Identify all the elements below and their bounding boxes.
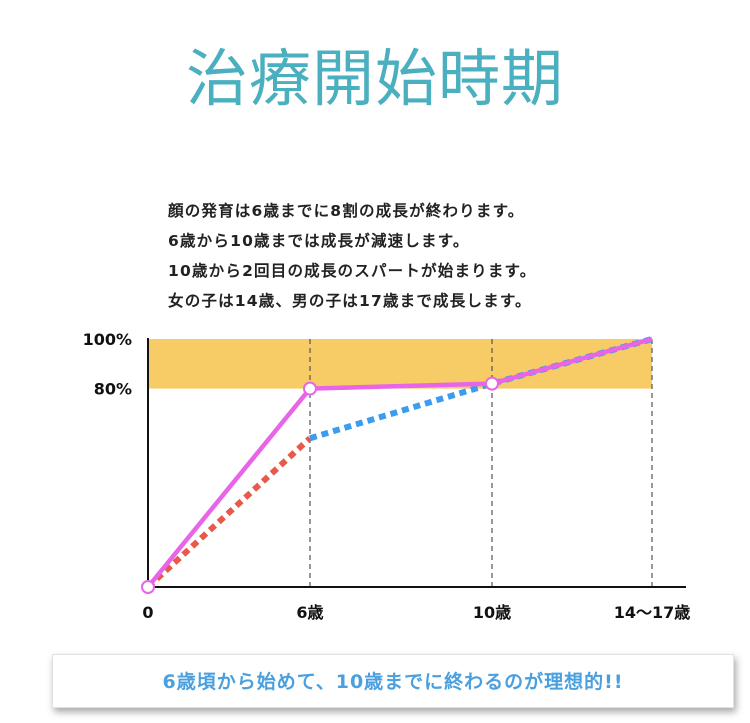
x-tick-label: 10歳 [473,603,511,622]
summary-banner: 6歳頃から始めて、10歳までに終わるのが理想的!! [52,654,734,708]
x-tick-label: 6歳 [296,603,323,622]
description-line: 6歳から10歳までは成長が減速します。 [168,232,470,250]
x-tick-label: 14〜17歳 [614,603,691,622]
data-point-marker [485,376,499,391]
y-tick-label: 80% [94,380,132,399]
description-line: 10歳から2回目の成長のスパートが始まります。 [168,262,537,280]
description-block: 顔の発育は6歳までに8割の成長が終わります。 6歳から10歳までは成長が減速しま… [168,196,536,316]
description-line: 顔の発育は6歳までに8割の成長が終わります。 [168,202,525,220]
summary-banner-text: 6歳頃から始めて、10歳までに終わるのが理想的!! [162,671,624,693]
data-point-marker [303,381,317,396]
page-title: 治療開始時期 [185,42,564,115]
growth-line [146,336,653,589]
y-tick-label: 100% [83,330,132,349]
growth-chart: 100% 80% 0 6歳 10歳 14〜17歳 [83,330,691,622]
target-band [148,339,652,389]
description-line: 女の子は14歳、男の子は17歳まで成長します。 [168,292,532,310]
x-tick-label: 0 [142,603,153,622]
data-point-marker [141,580,155,594]
reference-dotted-line [145,435,313,590]
